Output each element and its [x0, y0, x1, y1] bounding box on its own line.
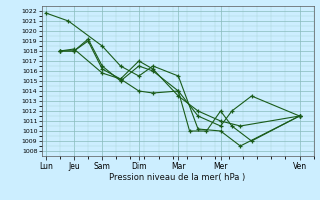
X-axis label: Pression niveau de la mer( hPa ): Pression niveau de la mer( hPa ) — [109, 173, 246, 182]
